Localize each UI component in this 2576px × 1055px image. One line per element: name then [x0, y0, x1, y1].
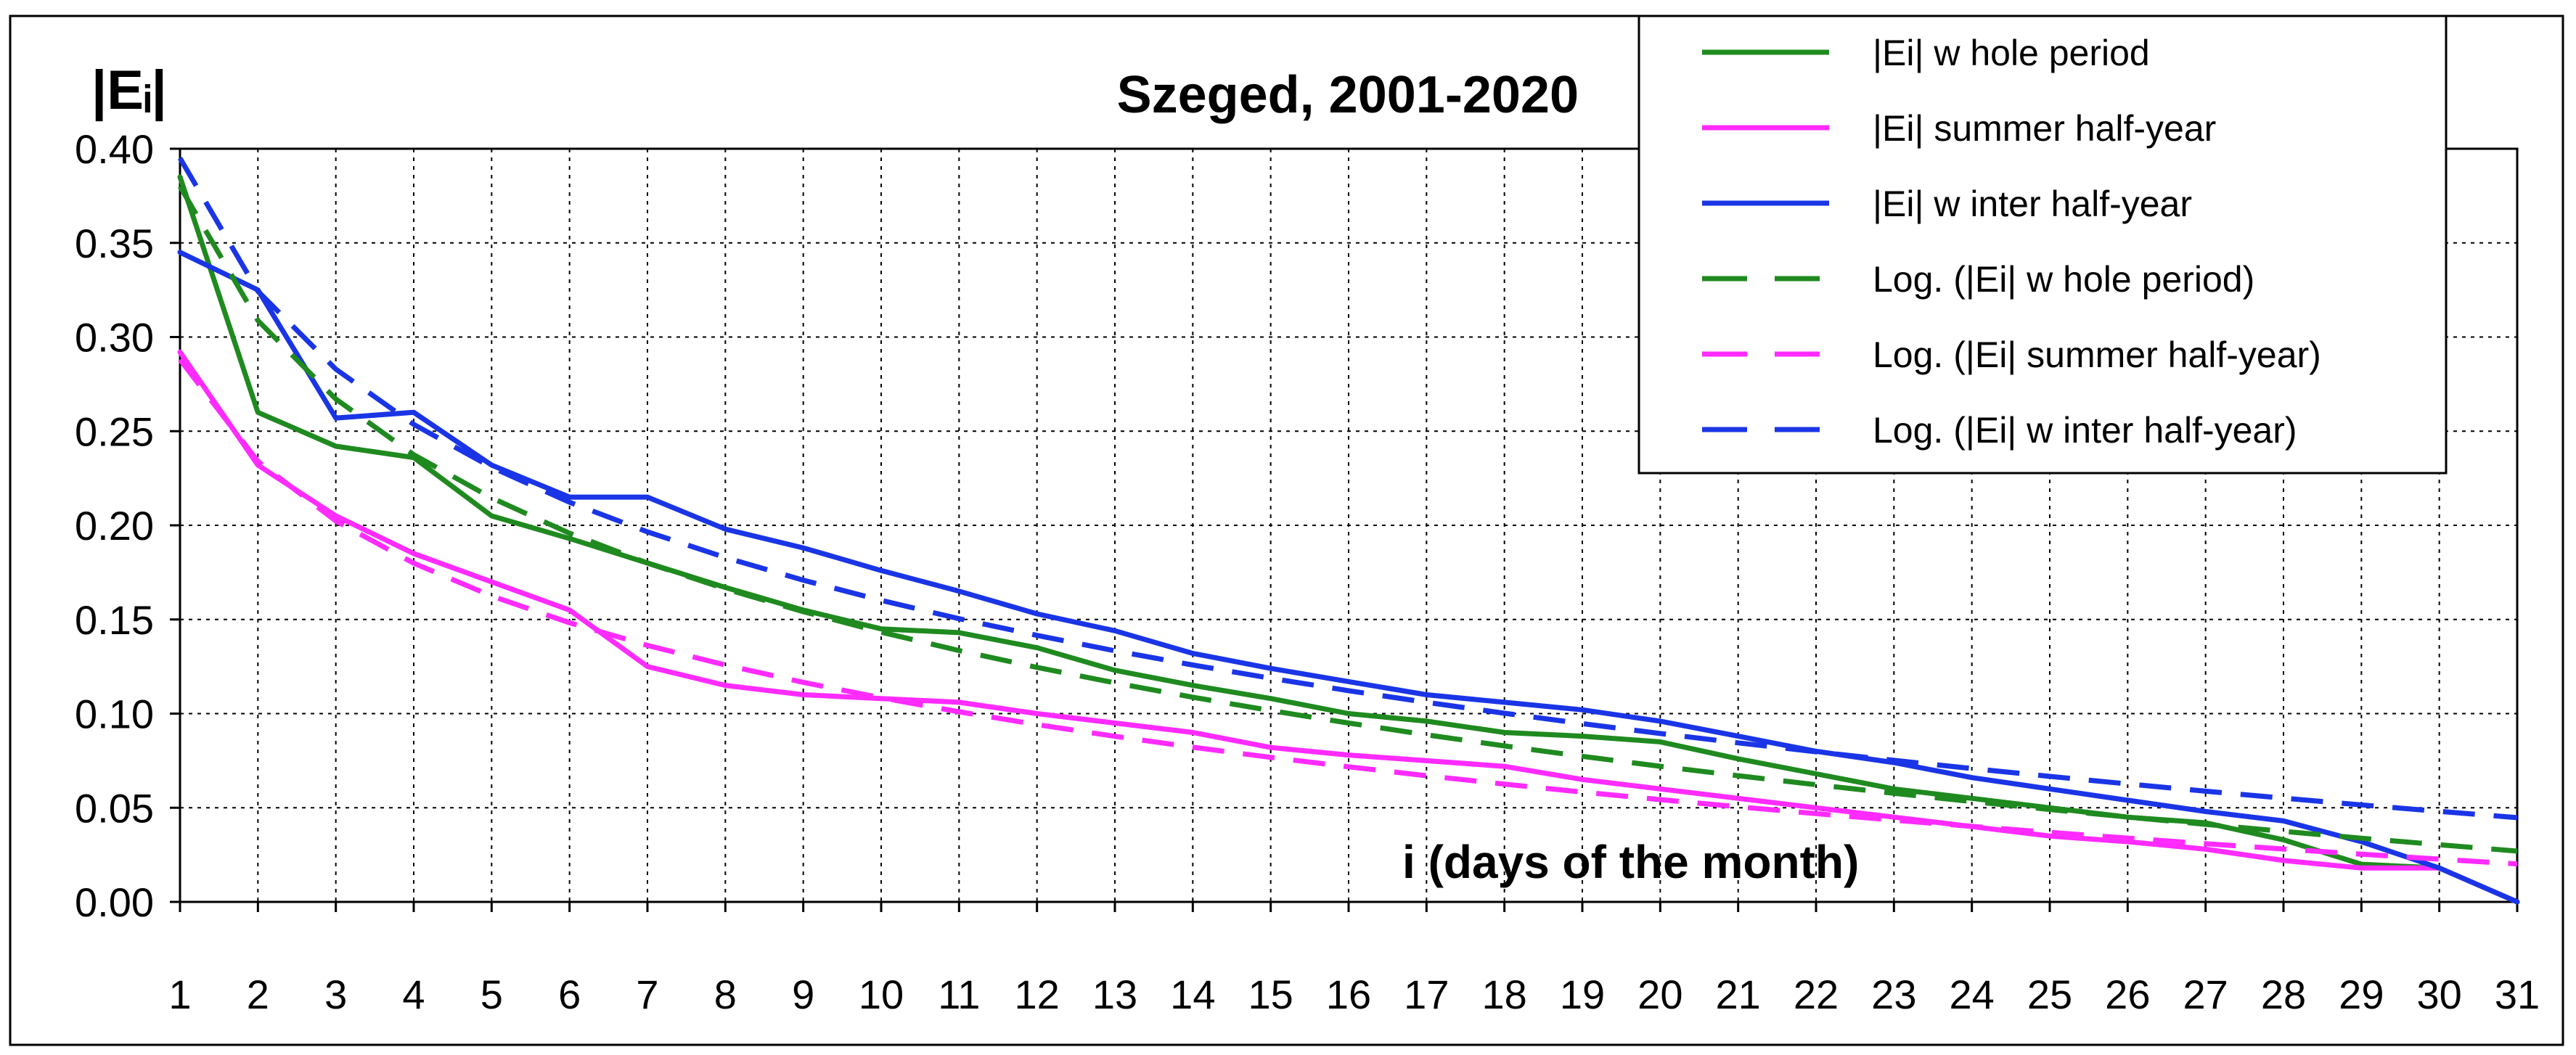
- axes: 1 2 3 4 5 6 7 8 9 10 11 12 13 14 15 16 17 18 19 20 21 22 23 24 2…: [75, 126, 2540, 1017]
- x-tick-label: 30: [2417, 972, 2462, 1017]
- y-tick-label: 0.25: [75, 409, 154, 454]
- x-tick-label: 19: [1560, 972, 1605, 1017]
- legend-label-4: Log. (|Ei| w hole period): [1873, 259, 2254, 300]
- x-tick-label: 22: [1794, 972, 1839, 1017]
- x-tick-label: 1: [168, 972, 191, 1017]
- legend-label-1: |Ei| w hole period: [1873, 33, 2150, 73]
- y-tick-label: 0.35: [75, 221, 154, 266]
- y-tick-label: 0.40: [75, 126, 154, 172]
- x-tick-label: 7: [636, 972, 658, 1017]
- y-axis-label: |Eᵢ|: [91, 59, 167, 122]
- x-tick-label: 15: [1248, 972, 1293, 1017]
- x-tick-label: 13: [1092, 972, 1137, 1017]
- x-tick-label: 5: [481, 972, 503, 1017]
- y-tick-label: 0.30: [75, 315, 154, 361]
- x-tick-label: 24: [1950, 972, 1995, 1017]
- x-tick-label: 31: [2495, 972, 2540, 1017]
- x-tick-label: 17: [1404, 972, 1449, 1017]
- legend-label-2: |Ei| summer half-year: [1873, 108, 2216, 149]
- x-tick-label: 21: [1716, 972, 1761, 1017]
- y-tick-label: 0.15: [75, 597, 154, 643]
- x-tick-label: 12: [1015, 972, 1060, 1017]
- series-line-3: [177, 250, 2520, 905]
- y-tick-label: 0.00: [75, 879, 154, 925]
- x-tick-label: 11: [938, 972, 980, 1017]
- x-tick-label: 18: [1482, 972, 1527, 1017]
- x-tick-label: 23: [1871, 972, 1916, 1017]
- series-line-2: [177, 349, 2520, 905]
- x-tick-label: 27: [2183, 972, 2228, 1017]
- legend-label-3: |Ei| w inter half-year: [1873, 184, 2192, 224]
- series-line-6: [177, 157, 2518, 821]
- x-tick-label: 9: [792, 972, 814, 1017]
- x-tick-label: 29: [2339, 972, 2384, 1017]
- x-axis-label: i (days of the month): [1402, 836, 1859, 888]
- y-tick-label: 0.05: [75, 785, 154, 831]
- x-tick-label: 2: [247, 972, 269, 1017]
- x-tick-label: 20: [1637, 972, 1682, 1017]
- legend-box: [1637, 15, 2448, 475]
- series-line-1: [177, 174, 2520, 905]
- x-tick-label: 25: [2027, 972, 2072, 1017]
- x-tick-label: 8: [714, 972, 737, 1017]
- series-group: [177, 157, 2520, 905]
- x-tick-label: 10: [859, 972, 904, 1017]
- grid: [180, 149, 2517, 902]
- chart-title: Szeged, 2001-2020: [1117, 66, 1579, 124]
- x-tick-label: 6: [558, 972, 581, 1017]
- x-tick-label: 3: [324, 972, 347, 1017]
- series-line-4: [177, 185, 2518, 854]
- legend: |Ei| w hole period |Ei| summer half-year |…: [1637, 15, 2448, 475]
- x-tick-label: 26: [2105, 972, 2150, 1017]
- y-tick-label: 0.10: [75, 691, 154, 737]
- y-tick-label: 0.20: [75, 503, 154, 549]
- series-line-5: [178, 358, 2518, 867]
- legend-label-5: Log. (|Ei| summer half-year): [1873, 334, 2321, 375]
- x-tick-label: 14: [1170, 972, 1215, 1017]
- x-tick-label: 28: [2261, 972, 2306, 1017]
- legend-label-6: Log. (|Ei| w inter half-year): [1873, 410, 2297, 451]
- x-tick-label: 4: [402, 972, 425, 1017]
- x-tick-label: 16: [1326, 972, 1371, 1017]
